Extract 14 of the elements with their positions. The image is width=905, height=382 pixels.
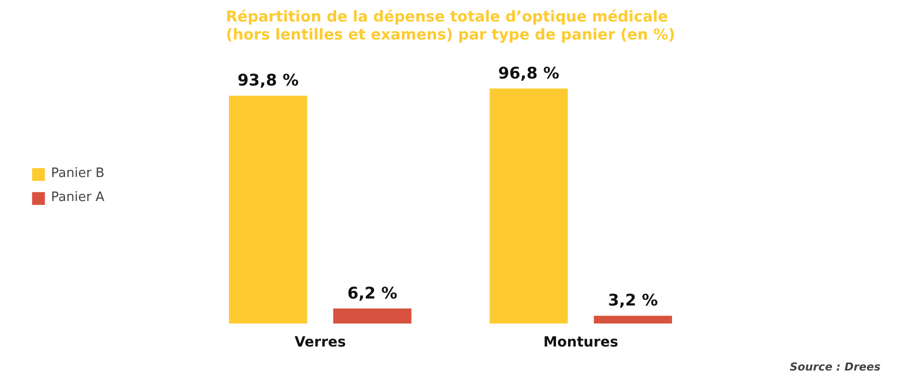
legend-label: Panier A — [51, 190, 104, 205]
bar — [333, 308, 412, 324]
bar — [490, 88, 568, 324]
chart-title: Répartition de la dépense totale d’optique médicale (hors lentilles et examens) par type de panier (en %) — [226, 8, 676, 44]
bar — [594, 316, 672, 324]
x-tick-label: Verres — [294, 334, 346, 350]
bar — [228, 96, 308, 324]
data-label: 3,2 % — [608, 290, 658, 310]
source-note: Source : Drees — [790, 360, 881, 374]
data-label: 93,8 % — [238, 70, 299, 90]
data-label: 96,8 % — [498, 63, 560, 82]
legend-label: Panier B — [51, 166, 104, 181]
x-tick-label: Montures — [543, 334, 618, 350]
data-label: 6,2 % — [347, 283, 398, 302]
